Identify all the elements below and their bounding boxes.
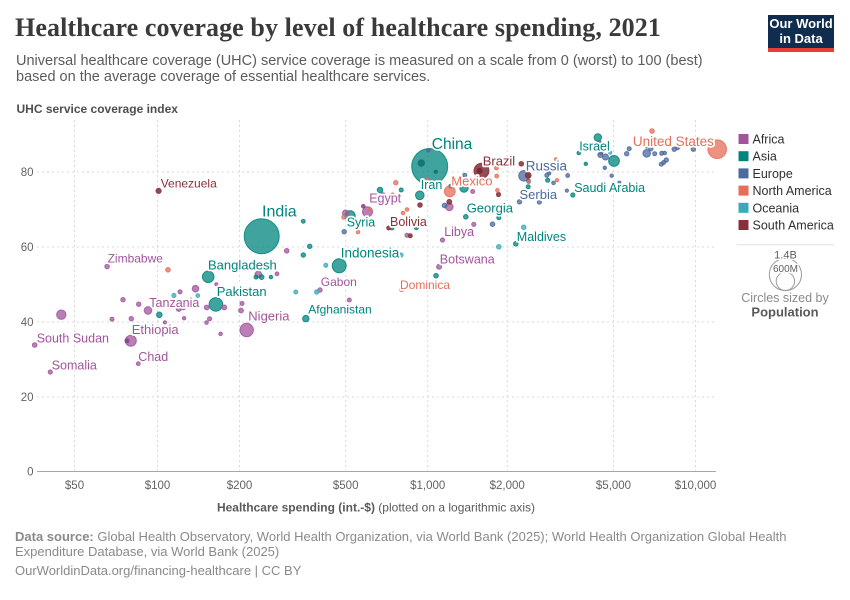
svg-text:40: 40 <box>21 317 34 329</box>
svg-text:Nigeria: Nigeria <box>248 309 290 324</box>
svg-text:Saudi Arabia: Saudi Arabia <box>574 181 645 195</box>
svg-text:Israel: Israel <box>579 140 610 154</box>
svg-text:Asia: Asia <box>753 150 777 164</box>
svg-text:Tanzania: Tanzania <box>149 296 199 310</box>
svg-text:Gabon: Gabon <box>321 275 357 289</box>
svg-text:Oceania: Oceania <box>753 201 800 215</box>
svg-text:Maldives: Maldives <box>517 230 566 244</box>
svg-text:Mexico: Mexico <box>451 173 492 188</box>
svg-text:$2,000: $2,000 <box>490 480 525 492</box>
svg-text:1.4B: 1.4B <box>774 250 797 262</box>
svg-text:Ethiopia: Ethiopia <box>132 322 180 337</box>
svg-text:Zimbabwe: Zimbabwe <box>108 252 164 266</box>
svg-text:Georgia: Georgia <box>467 201 514 216</box>
svg-text:Afghanistan: Afghanistan <box>308 303 371 317</box>
svg-text:Venezuela: Venezuela <box>161 177 217 191</box>
svg-text:20: 20 <box>21 392 34 404</box>
svg-text:Bangladesh: Bangladesh <box>208 257 277 272</box>
svg-text:$50: $50 <box>65 480 84 492</box>
svg-text:India: India <box>262 204 297 221</box>
svg-text:$100: $100 <box>145 480 171 492</box>
svg-text:80: 80 <box>21 167 34 179</box>
svg-text:United States: United States <box>633 134 714 149</box>
svg-text:China: China <box>432 136 473 153</box>
svg-text:Libya: Libya <box>444 225 474 239</box>
svg-text:0: 0 <box>27 467 33 479</box>
svg-text:Serbia: Serbia <box>520 187 558 202</box>
svg-text:Russia: Russia <box>526 158 568 173</box>
svg-text:Chad: Chad <box>138 350 168 364</box>
svg-text:$5,000: $5,000 <box>596 480 631 492</box>
svg-text:600M: 600M <box>773 264 798 275</box>
svg-text:Somalia: Somalia <box>52 359 97 373</box>
svg-text:North America: North America <box>753 184 832 198</box>
svg-text:Egypt: Egypt <box>369 191 401 205</box>
svg-text:Healthcare spending (int.-$) (: Healthcare spending (int.-$) (plotted on… <box>217 501 535 515</box>
svg-text:Europe: Europe <box>753 167 793 181</box>
svg-text:$1,000: $1,000 <box>410 480 445 492</box>
svg-text:Brazil: Brazil <box>483 154 516 169</box>
svg-text:Dominica: Dominica <box>400 278 450 292</box>
svg-text:$500: $500 <box>333 480 359 492</box>
svg-text:Syria: Syria <box>347 216 376 230</box>
svg-text:Pakistan: Pakistan <box>217 284 267 299</box>
svg-text:Botswana: Botswana <box>440 253 495 267</box>
svg-text:$10,000: $10,000 <box>675 480 717 492</box>
svg-text:Bolivia: Bolivia <box>390 215 427 229</box>
svg-text:Indonesia: Indonesia <box>341 246 400 261</box>
svg-text:60: 60 <box>21 242 34 254</box>
svg-text:UHC service coverage index: UHC service coverage index <box>17 102 179 116</box>
svg-text:Population: Population <box>751 305 818 320</box>
svg-text:South America: South America <box>753 219 834 233</box>
svg-text:Iran: Iran <box>421 178 443 192</box>
svg-text:South Sudan: South Sudan <box>37 332 109 346</box>
svg-text:Africa: Africa <box>753 133 785 147</box>
svg-text:Circles sized by: Circles sized by <box>741 291 829 305</box>
svg-text:$200: $200 <box>227 480 253 492</box>
